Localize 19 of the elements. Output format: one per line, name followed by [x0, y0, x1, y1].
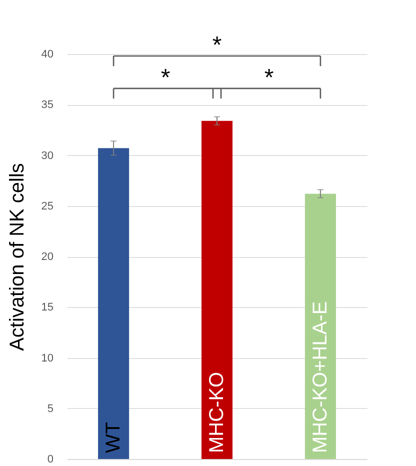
x-tick-label: MHC-KO — [206, 372, 228, 453]
y-tick-label: 5 — [47, 402, 54, 415]
x-tick-label: WT — [102, 422, 125, 453]
bar — [98, 148, 130, 459]
x-tick-label: MHC-KO+HLA-E — [309, 301, 332, 453]
y-tick-label: 30 — [41, 150, 54, 162]
annotation: * — [264, 64, 274, 92]
y-tick-label: 10 — [41, 352, 54, 364]
y-tick-label: 0 — [47, 454, 54, 466]
annotation: * — [212, 32, 222, 60]
y-tick-label: 20 — [41, 251, 54, 263]
y-tick-label: 35 — [41, 99, 54, 112]
y-tick-label: 40 — [41, 48, 54, 60]
y-tick-label: 15 — [41, 302, 54, 314]
annotation: * — [160, 64, 170, 92]
bar — [304, 194, 336, 459]
y-tick-label: 25 — [41, 200, 54, 212]
y-axis-title: Activation of NK cells — [6, 163, 28, 351]
bar — [201, 120, 233, 459]
